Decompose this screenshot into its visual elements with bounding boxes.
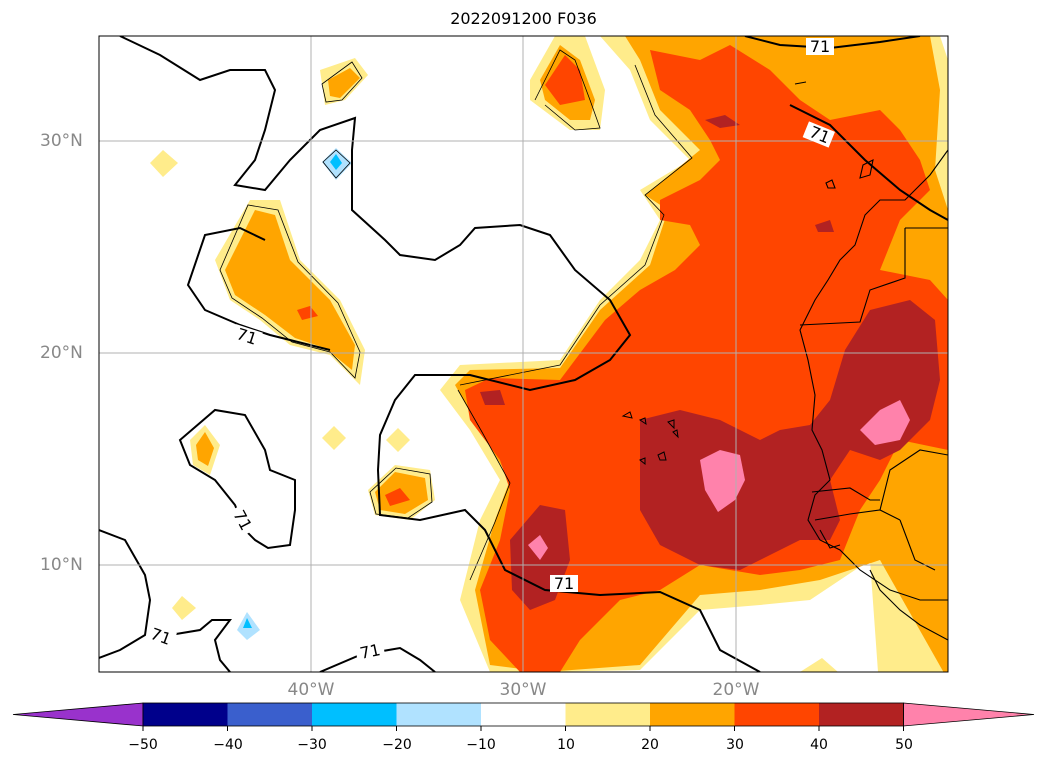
colorbar-extend-low xyxy=(12,702,144,727)
coastline xyxy=(794,81,948,641)
colorbar-tick-label: −20 xyxy=(382,737,412,753)
contour-label: 71 xyxy=(358,640,382,663)
cape-verde-islands xyxy=(621,411,679,466)
colorbar-extend-high xyxy=(903,702,1035,727)
colorbar-tick-label: 30 xyxy=(726,737,744,753)
colorbar-frame xyxy=(142,702,904,727)
colorbar-segment xyxy=(565,703,651,726)
colorbar-tick-label: −50 xyxy=(128,737,158,753)
gridlines xyxy=(99,36,948,672)
lon-label: 30°W xyxy=(499,680,547,700)
colorbar-tick-label: −10 xyxy=(466,737,496,753)
colorbar-tick-label: −40 xyxy=(213,737,243,753)
thin-contours xyxy=(219,49,693,581)
contour-label: 71 xyxy=(810,37,830,56)
map-plot-area: 71 71 71 71 71 71 71 xyxy=(99,36,948,672)
colorbar-segment xyxy=(312,703,397,726)
colorbar-tick-label: −30 xyxy=(297,737,327,753)
contour-label: 71 xyxy=(554,574,574,593)
lat-label: 20°N xyxy=(40,343,83,363)
colorbar-tick-label: 50 xyxy=(895,737,913,753)
lon-label: 20°W xyxy=(712,680,760,700)
colorbar-segment xyxy=(143,703,228,726)
map-frame xyxy=(98,35,949,673)
colorbar-segment xyxy=(650,703,735,726)
colorbar-tick-label: 20 xyxy=(641,737,659,753)
colorbar xyxy=(12,702,1035,731)
contour-label-bgs xyxy=(144,38,835,663)
lat-label: 10°N xyxy=(40,555,83,575)
colorbar-segment xyxy=(481,703,566,726)
colorbar-segment xyxy=(734,703,820,726)
colorbar-segment xyxy=(396,703,482,726)
lat-label: 30°N xyxy=(40,131,83,151)
map-title: 2022091200 F036 xyxy=(450,9,597,28)
colorbar-segment xyxy=(227,703,313,726)
lon-label: 40°W xyxy=(287,680,335,700)
colorbar-tick-label: 10 xyxy=(557,737,575,753)
shading-50-plus xyxy=(528,400,910,560)
colorbar-tick-label: 40 xyxy=(810,737,828,753)
colorbar-segment xyxy=(819,703,904,726)
